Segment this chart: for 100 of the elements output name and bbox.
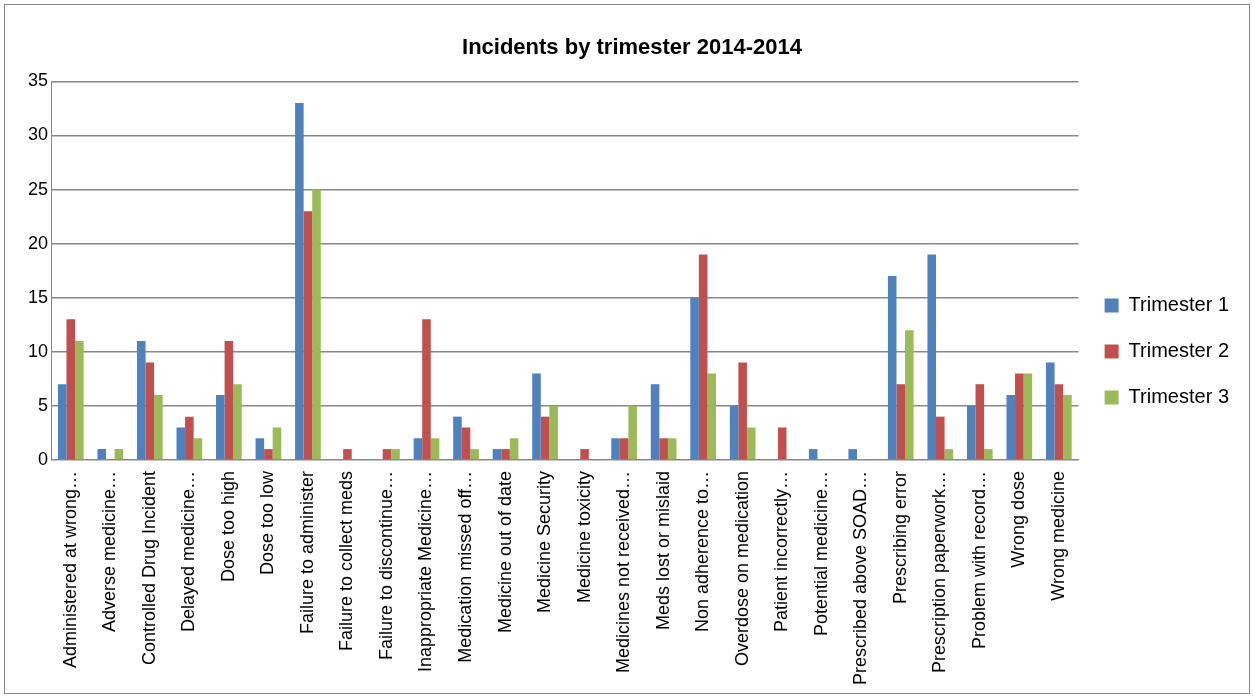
bar: [905, 330, 914, 460]
x-tick-label: Failure to collect meds: [336, 470, 357, 651]
bar: [312, 189, 321, 460]
bar: [611, 438, 620, 460]
bar: [628, 405, 637, 460]
x-tick-label: Dose too low: [257, 469, 278, 575]
bar: [738, 362, 747, 460]
bar: [984, 449, 993, 460]
bar: [540, 416, 550, 460]
bar: [343, 449, 352, 460]
y-tick-label: 30: [27, 124, 49, 145]
bar: [224, 340, 234, 460]
bar: [255, 438, 265, 460]
bar: [145, 362, 155, 460]
bar: [97, 449, 107, 460]
y-tick-label: 10: [27, 340, 49, 361]
bar: [619, 438, 629, 460]
bar: [413, 438, 423, 460]
y-tick-label: 5: [38, 394, 49, 415]
x-tick-label: Dose too high: [217, 470, 238, 582]
bar: [136, 340, 146, 460]
bar: [532, 373, 541, 460]
bar: [193, 438, 203, 460]
bar: [746, 427, 756, 460]
x-tick-label: Prescribed above SOAD…: [850, 470, 871, 685]
x-tick-label: Overdose on medication: [731, 470, 752, 667]
legend-label: Trimester 2: [1128, 339, 1230, 362]
bar: [216, 395, 225, 460]
x-tick-label: Wrong dose: [1008, 470, 1029, 568]
x-tick-label: Controlled Drug Incident: [138, 470, 159, 666]
y-tick-label: 25: [27, 178, 49, 199]
bar: [1063, 395, 1072, 460]
bar: [453, 416, 462, 460]
bar: [492, 449, 502, 460]
legend-label: Trimester 3: [1128, 385, 1230, 408]
bar: [690, 297, 699, 460]
bar: [1046, 362, 1055, 460]
bar: [185, 416, 194, 460]
bar: [944, 449, 954, 460]
x-tick-label: Medication missed off…: [454, 470, 475, 663]
bar: [1015, 373, 1024, 460]
bar: [75, 340, 84, 460]
bar: [303, 211, 313, 460]
bar: [501, 449, 510, 460]
bar: [154, 395, 163, 460]
bar: [295, 103, 304, 460]
bar: [887, 276, 897, 460]
bar: [659, 438, 668, 460]
x-tick-label: Patient incorrectly…: [771, 470, 792, 632]
bar: [233, 384, 242, 460]
bar: [698, 254, 708, 460]
bar: [176, 427, 186, 460]
x-tick-label: Failure to discontinue…: [375, 470, 396, 661]
bar: [848, 449, 857, 460]
bar: [430, 438, 440, 460]
x-tick-label: Problem with record…: [968, 470, 989, 649]
bar: [927, 254, 937, 460]
y-tick-label: 0: [38, 448, 49, 469]
bar: [580, 449, 589, 460]
bar: [391, 449, 400, 460]
x-tick-label: Administered at wrong…: [59, 470, 80, 668]
x-tick-label: Prescription paperwork…: [929, 470, 950, 673]
bar: [114, 449, 124, 460]
x-tick-label: Delayed medicine…: [178, 470, 199, 632]
x-tick-label: Failure to administer: [296, 470, 317, 634]
y-tick-label: 20: [27, 232, 49, 253]
x-tick-label: Inappropriate Medicine…: [415, 470, 436, 673]
bar: [382, 449, 392, 460]
bar: [1023, 373, 1033, 460]
legend-label: Trimester 1: [1128, 293, 1230, 316]
x-tick-label: Medicines not received…: [613, 470, 634, 674]
bar: [509, 438, 519, 460]
y-tick-label: 15: [27, 286, 49, 307]
bar: [549, 405, 558, 460]
x-tick-label: Meds lost or mislaid: [652, 470, 673, 630]
bar: [896, 384, 906, 460]
x-tick-label: Potential medicine…: [810, 470, 831, 636]
x-tick-label: Adverse medicine…: [99, 470, 120, 632]
x-tick-label: Medicine out of date: [494, 470, 515, 634]
bar: [936, 416, 945, 460]
bar: [272, 427, 282, 460]
bar: [461, 427, 471, 460]
x-tick-label: Non adherence to…: [692, 470, 713, 633]
bar: [1006, 395, 1016, 460]
x-tick-label: Prescribing error: [889, 470, 910, 604]
bar: [966, 405, 976, 460]
bar: [66, 319, 76, 460]
bar: [1054, 384, 1064, 460]
y-tick-label: 35: [27, 70, 49, 91]
bar: [650, 384, 660, 460]
bar: [667, 438, 677, 460]
bar: [729, 405, 739, 460]
bar: [57, 384, 67, 460]
bar: [808, 449, 818, 460]
x-tick-label: Wrong medicine: [1047, 470, 1068, 601]
bar: [264, 449, 273, 460]
bar: [777, 427, 787, 460]
bar: [975, 384, 985, 460]
chart-title: Incidents by trimester 2014-2014: [462, 34, 803, 60]
x-tick-label: Medicine toxicity: [573, 470, 594, 603]
